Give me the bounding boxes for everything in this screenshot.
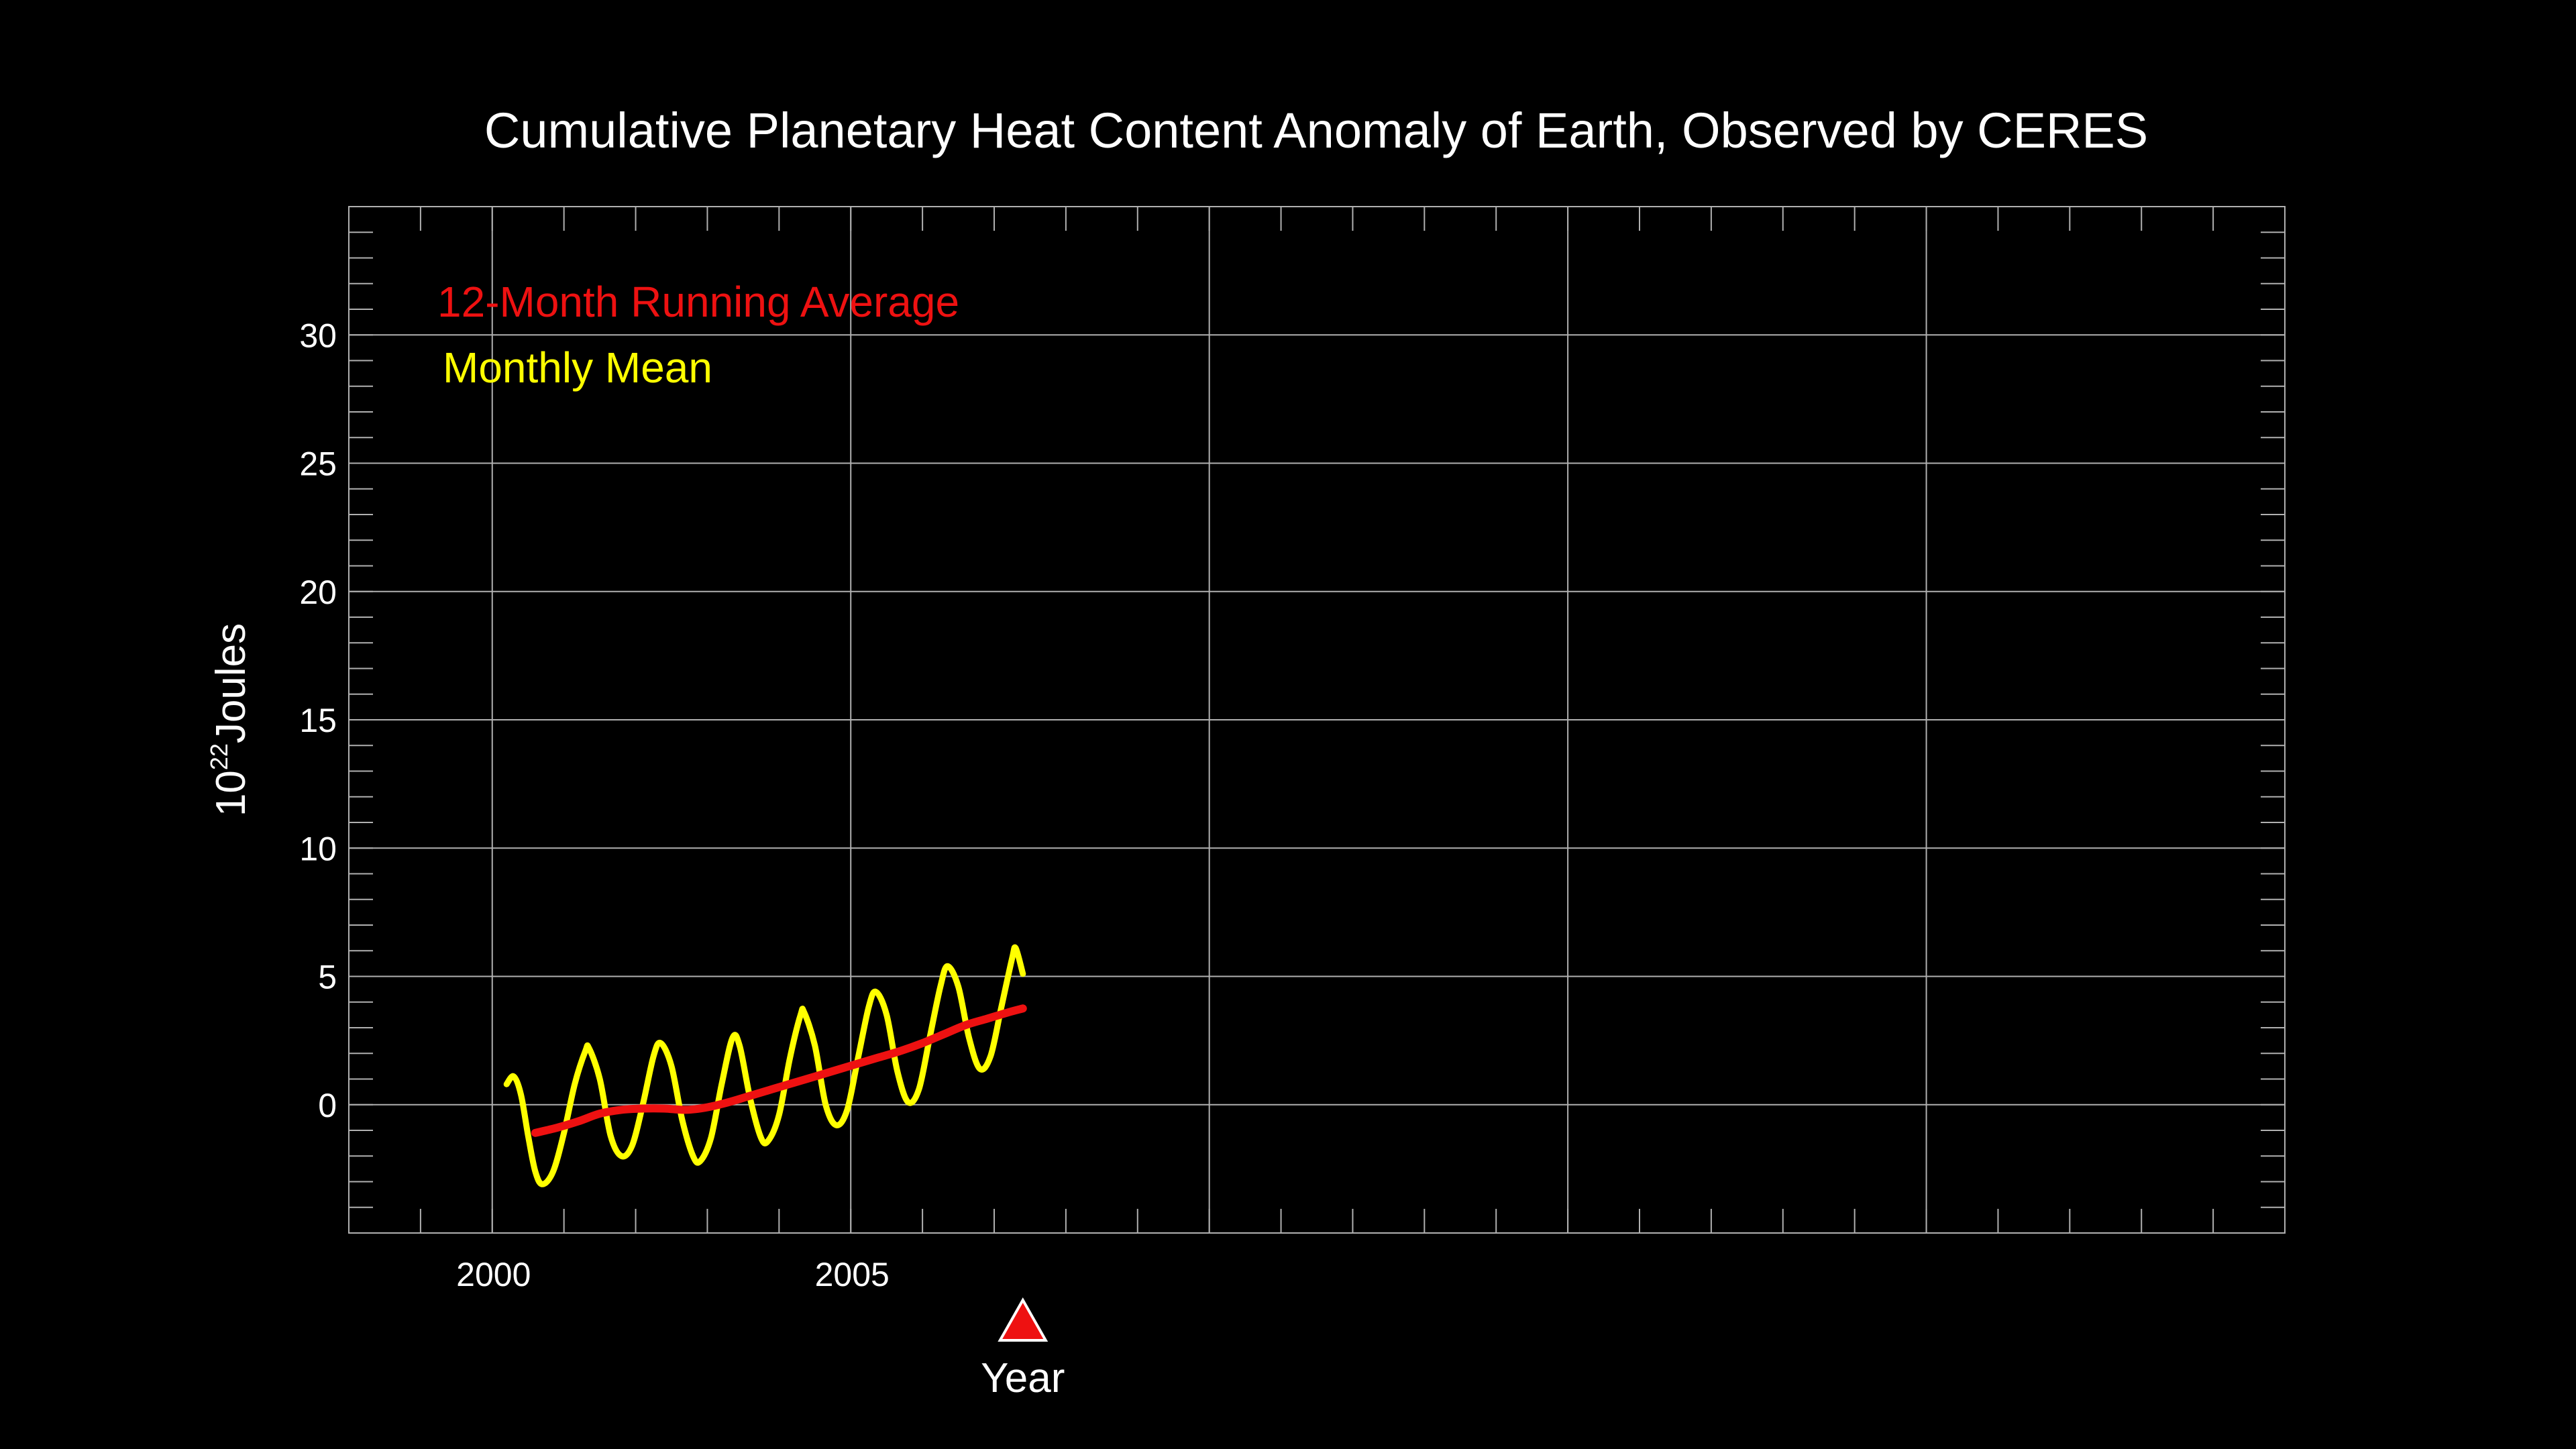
running-average-line [531,1004,1027,1137]
y-tick-label: 20 [299,574,337,611]
legend-running-average: 12-Month Running Average [437,278,959,326]
y-tick-label: 15 [299,702,337,739]
legend-monthly-mean: Monthly Mean [443,343,712,392]
series-layer [503,944,1027,1187]
y-tick-label: 25 [299,445,337,483]
x-tick-labels: 2000 2005 [456,1256,890,1293]
monthly-mean-line [503,944,1026,1187]
x-tick-label: 2005 [815,1256,890,1293]
y-tick-label: 0 [318,1087,337,1124]
plot-frame [348,206,2286,1234]
x-tick-label: 2000 [456,1256,531,1293]
current-year-marker [998,1297,1049,1342]
grid [349,207,2285,1233]
y-axis-label-base: 10 [208,770,254,816]
y-tick-label: 5 [318,959,337,996]
y-axis-label: 1022Joules [205,623,254,816]
y-tick-label: 30 [299,317,337,354]
x-axis-label: Year [981,1355,1065,1401]
chart-title: Cumulative Planetary Heat Content Anomal… [484,103,2148,158]
y-tick-labels: 0 5 10 15 20 25 30 [299,317,337,1124]
svg-text:1022Joules: 1022Joules [205,623,254,816]
y-tick-label: 10 [299,830,337,867]
y-axis-label-exponent: 22 [205,743,233,770]
y-axis-label-unit: Joules [208,623,254,743]
